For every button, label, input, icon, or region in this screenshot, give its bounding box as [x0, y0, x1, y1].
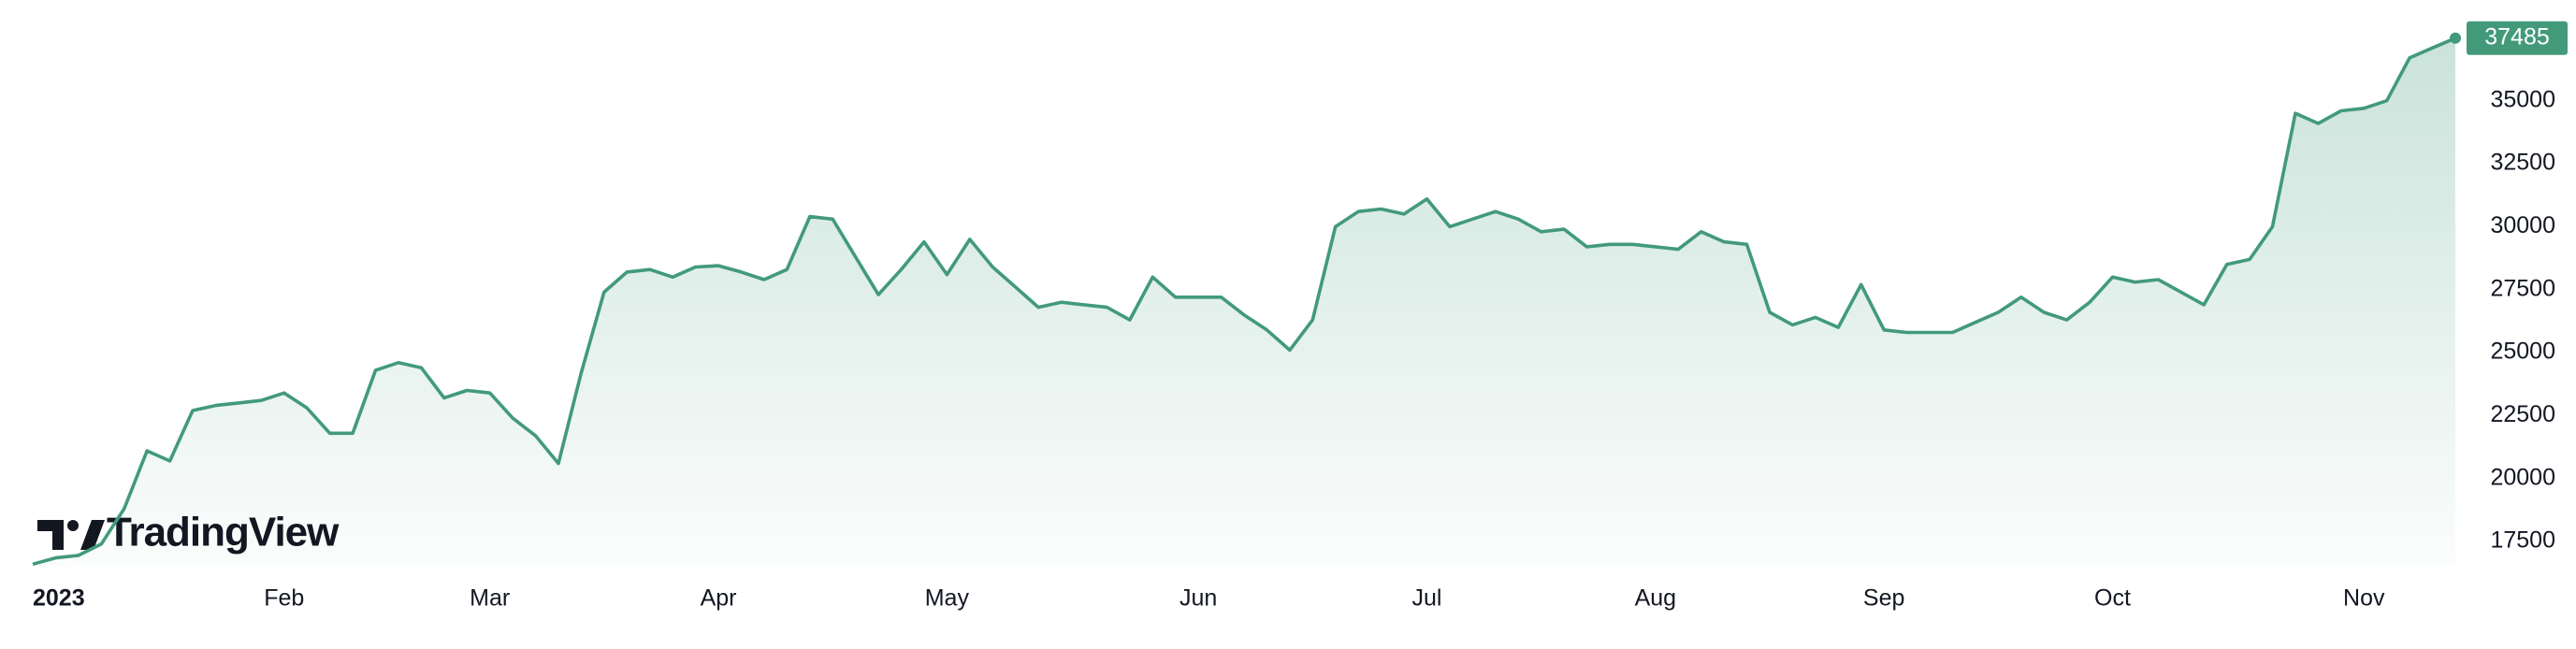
logo-icon-slash	[80, 520, 105, 550]
y-tick-label: 25000	[2490, 339, 2555, 365]
y-tick-label: 32500	[2490, 150, 2555, 176]
x-tick-label: Feb	[264, 585, 304, 612]
x-tick-label: Mar	[470, 585, 510, 612]
price-tag-label: 37485	[2484, 23, 2550, 50]
x-tick-label: Jul	[1411, 585, 1441, 612]
y-tick-label: 35000	[2490, 86, 2555, 112]
logo-icon-dot	[67, 520, 79, 531]
x-tick-label: Sep	[1863, 585, 1904, 612]
logo-text: TradingView	[107, 510, 340, 555]
logo: TradingView	[37, 510, 340, 555]
y-tick-label: 30000	[2490, 212, 2555, 238]
area-fill	[33, 37, 2455, 568]
price-tag	[2467, 21, 2568, 55]
logo-icon	[37, 520, 64, 550]
x-tick-label: Apr	[701, 585, 737, 612]
y-tick-label: 20000	[2490, 464, 2555, 490]
x-tick-label: Oct	[2094, 585, 2131, 612]
y-tick-label: 22500	[2490, 401, 2555, 427]
x-tick-label: 2023	[33, 585, 85, 612]
y-tick-label: 17500	[2490, 527, 2555, 554]
y-tick-label: 27500	[2490, 275, 2555, 301]
x-tick-label: Aug	[1635, 585, 1676, 612]
x-tick-label: May	[925, 585, 970, 612]
price-line	[32, 36, 2456, 567]
x-tick-label: Jun	[1179, 585, 1217, 612]
last-point	[2450, 32, 2461, 44]
x-tick-label: Nov	[2343, 585, 2385, 612]
